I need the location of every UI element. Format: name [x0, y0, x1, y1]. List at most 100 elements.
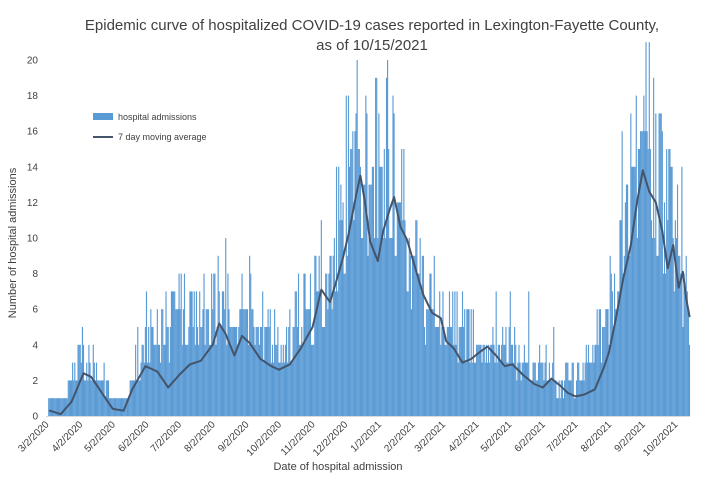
admission-bar [542, 362, 544, 416]
admission-bar [338, 166, 340, 416]
admission-bar [365, 95, 367, 416]
admission-bar [592, 344, 594, 416]
admission-bar [471, 362, 473, 416]
admission-bar [682, 327, 684, 416]
admission-bar [80, 362, 82, 416]
admission-bar [552, 362, 554, 416]
admission-bar [568, 380, 570, 416]
admission-bar [254, 344, 256, 416]
admission-bar [126, 398, 128, 416]
admission-bar [640, 131, 642, 416]
admission-bar [287, 362, 289, 416]
admission-bar [556, 398, 558, 416]
admission-bar [300, 344, 302, 416]
admission-bar [396, 202, 398, 416]
admission-bar [221, 291, 224, 416]
admission-bar [307, 309, 309, 416]
admission-bar [237, 344, 239, 416]
admission-bar [241, 273, 243, 416]
admission-bar [369, 184, 371, 416]
admission-bar [435, 327, 438, 416]
admission-bar [528, 291, 530, 416]
admission-bar [284, 344, 287, 416]
admission-bar [515, 344, 517, 416]
admission-bar [128, 398, 130, 416]
admission-bar [370, 184, 372, 416]
admission-bar [200, 327, 202, 416]
admission-bar [294, 291, 296, 416]
admission-bar [91, 380, 93, 416]
y-tick-label: 10 [27, 234, 39, 245]
admission-bar [314, 255, 316, 416]
admission-bar [439, 291, 441, 416]
admission-bar [433, 255, 435, 416]
admission-bar [436, 327, 439, 416]
admission-bar [265, 327, 267, 416]
admission-bar [332, 255, 334, 416]
admission-bar [411, 255, 414, 416]
admission-bar [628, 255, 630, 416]
admission-bar [479, 344, 481, 416]
admission-bar [98, 380, 100, 416]
admission-bar [113, 398, 115, 416]
admission-bar [495, 291, 497, 416]
admission-bar [171, 291, 174, 416]
admission-bar [641, 131, 643, 416]
admission-bar [309, 273, 312, 416]
admission-bar [581, 380, 583, 416]
admission-bar [344, 273, 346, 416]
admission-bar [135, 344, 137, 416]
admission-bar [118, 398, 120, 416]
admission-bar [400, 202, 402, 416]
admission-bar [423, 327, 426, 416]
admission-bar [508, 327, 510, 416]
admission-bar [268, 327, 270, 416]
admission-bar [319, 291, 321, 416]
admission-bar [636, 238, 638, 416]
admission-bar [325, 273, 327, 416]
admission-bar [548, 362, 550, 416]
admission-bar [627, 184, 629, 416]
admission-bar [305, 309, 307, 416]
y-tick-label: 8 [32, 269, 38, 280]
admission-bar [271, 344, 274, 416]
admission-bar [449, 327, 452, 416]
admission-bar [93, 362, 95, 416]
admission-bar [158, 344, 161, 416]
admission-bar [420, 291, 422, 416]
admission-bar [348, 166, 351, 416]
admission-bar [328, 273, 330, 416]
admission-bar [651, 238, 654, 416]
admission-bar [117, 398, 119, 416]
admission-bar [616, 309, 618, 416]
admission-bar [480, 344, 482, 416]
admission-bar [430, 273, 432, 416]
admission-bar [359, 166, 361, 416]
admission-bar [270, 362, 272, 416]
admission-bar [290, 362, 292, 416]
admission-bar [141, 344, 143, 416]
admission-bar [431, 309, 433, 416]
admission-bar [590, 362, 592, 416]
admission-bar [179, 309, 181, 416]
admission-bar [175, 309, 177, 416]
admission-bar [553, 327, 555, 416]
admission-bar [204, 344, 206, 416]
admission-bar [351, 149, 353, 416]
admission-bar [638, 149, 641, 416]
admission-bar [415, 220, 417, 416]
admission-bar [218, 291, 220, 416]
admission-bar [564, 380, 566, 416]
admission-bar [181, 344, 183, 416]
admission-bar [547, 380, 549, 416]
admission-bar [240, 309, 242, 416]
admission-bar [555, 380, 557, 416]
admission-bar [669, 149, 671, 416]
admission-bar [283, 362, 285, 416]
admission-bar [213, 273, 215, 416]
admission-bar [391, 238, 393, 416]
admission-bar [541, 362, 543, 416]
admission-bar [566, 362, 568, 416]
admission-bar [577, 362, 579, 416]
admission-bar [681, 166, 683, 416]
